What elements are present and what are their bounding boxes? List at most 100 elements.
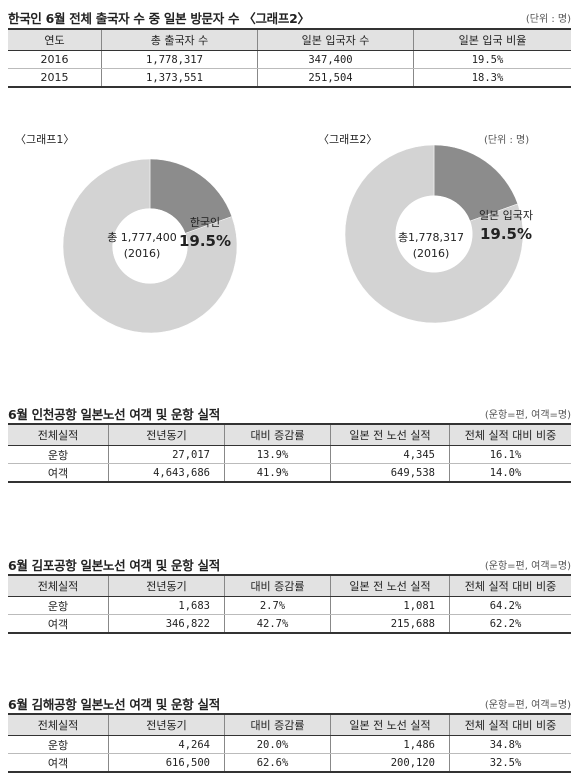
graph2-year: (2016): [412, 247, 450, 260]
graph2-slice-label: 일본 입국자 19.5%: [466, 206, 546, 244]
table-cell: 18.3%: [413, 68, 571, 88]
graph1-label: 〈그래프1〉: [15, 133, 75, 146]
section2-title: 6월 인천공항 일본노선 여객 및 운항 실적: [8, 407, 220, 422]
table-cell: 운항: [8, 445, 109, 464]
table-row: 여객 616,500 62.6% 200,120 32.5%: [8, 753, 571, 773]
table-cell: 16.1%: [449, 445, 571, 464]
table-cell: 215,688: [330, 614, 450, 634]
column-header: 일본 입국자 수: [257, 28, 414, 51]
table-row: 여객 346,822 42.7% 215,688 62.2%: [8, 614, 571, 634]
table-header-row: 연도 총 출국자 수 일본 입국자 수 일본 입국 비율: [8, 28, 571, 51]
table-cell: 616,500: [108, 753, 225, 773]
section4-title: 6월 김해공항 일본노선 여객 및 운항 실적: [8, 697, 220, 712]
graph2-total: 총1,778,317: [397, 231, 465, 244]
donut-hole: [112, 208, 188, 284]
table-cell: 운항: [8, 735, 109, 754]
section3-unit: (운항=편, 여객=명): [484, 561, 571, 572]
table-cell: 운항: [8, 596, 109, 615]
table-cell: 여객: [8, 753, 109, 773]
column-header: 전체 실적 대비 비중: [449, 423, 571, 446]
section3-title: 6월 김포공항 일본노선 여객 및 운항 실적: [8, 558, 220, 573]
column-header: 총 출국자 수: [101, 28, 258, 51]
column-header: 전체실적: [8, 423, 109, 446]
table-cell: 42.7%: [224, 614, 331, 634]
table-cell: 13.9%: [224, 445, 331, 464]
table-cell: 여객: [8, 614, 109, 634]
column-header: 전체실적: [8, 574, 109, 597]
table-header-row: 전체실적 전년동기 대비 증감률 일본 전 노선 실적 전체 실적 대비 비중: [8, 713, 571, 736]
column-header: 일본 전 노선 실적: [330, 423, 450, 446]
table-cell: 62.6%: [224, 753, 331, 773]
column-header: 일본 입국 비율: [413, 28, 571, 51]
table-cell: 27,017: [108, 445, 225, 464]
graph1-slice-pct: 19.5%: [178, 232, 232, 250]
column-header: 대비 증감률: [224, 713, 331, 736]
table-cell: 1,486: [330, 735, 450, 754]
section2-unit: (운항=편, 여객=명): [484, 410, 571, 421]
incheon-table: 전체실적 전년동기 대비 증감률 일본 전 노선 실적 전체 실적 대비 비중 …: [8, 423, 571, 483]
column-header: 대비 증감률: [224, 574, 331, 597]
column-header: 전체실적: [8, 713, 109, 736]
table-cell: 1,683: [108, 596, 225, 615]
column-header: 전체 실적 대비 비중: [449, 713, 571, 736]
table-cell: 64.2%: [449, 596, 571, 615]
section1-unit: (단위 : 명): [525, 14, 571, 25]
graph1-slice-name: 한국인: [189, 216, 221, 229]
table-cell: 4,643,686: [108, 463, 225, 483]
column-header: 대비 증감률: [224, 423, 331, 446]
column-header: 전년동기: [108, 713, 225, 736]
graph2-label: 〈그래프2〉: [318, 133, 378, 146]
table-cell: 1,778,317: [101, 50, 258, 69]
table-header-row: 전체실적 전년동기 대비 증감률 일본 전 노선 실적 전체 실적 대비 비중: [8, 423, 571, 446]
departures-table: 연도 총 출국자 수 일본 입국자 수 일본 입국 비율 2016 1,778,…: [8, 28, 571, 88]
column-header: 일본 전 노선 실적: [330, 713, 450, 736]
table-cell: 649,538: [330, 463, 450, 483]
table-cell: 251,504: [257, 68, 414, 88]
graph2-unit: (단위 : 명): [484, 135, 530, 146]
table-cell: 1,081: [330, 596, 450, 615]
table-cell: 여객: [8, 463, 109, 483]
table-cell: 20.0%: [224, 735, 331, 754]
graph1-year: (2016): [123, 247, 161, 260]
column-header: 전년동기: [108, 423, 225, 446]
graph2-slice-name: 일본 입국자: [478, 209, 534, 222]
table-cell: 62.2%: [449, 614, 571, 634]
table-row: 운항 1,683 2.7% 1,081 64.2%: [8, 596, 571, 615]
section1-title: 한국인 6월 전체 출국자 수 중 일본 방문자 수 〈그래프2〉: [8, 11, 310, 26]
graph1-slice-label: 한국인 19.5%: [176, 213, 234, 251]
column-header: 전체 실적 대비 비중: [449, 574, 571, 597]
table-row: 운항 27,017 13.9% 4,345 16.1%: [8, 445, 571, 464]
graph2-center-text: 총1,778,317 (2016): [391, 230, 471, 262]
table-cell: 19.5%: [413, 50, 571, 69]
graph2-slice-pct: 19.5%: [479, 225, 533, 243]
table-cell: 2.7%: [224, 596, 331, 615]
gimpo-table: 전체실적 전년동기 대비 증감률 일본 전 노선 실적 전체 실적 대비 비중 …: [8, 574, 571, 634]
table-cell: 32.5%: [449, 753, 571, 773]
table-cell: 14.0%: [449, 463, 571, 483]
table-cell: 346,822: [108, 614, 225, 634]
table-row: 운항 4,264 20.0% 1,486 34.8%: [8, 735, 571, 754]
gimhae-table: 전체실적 전년동기 대비 증감률 일본 전 노선 실적 전체 실적 대비 비중 …: [8, 713, 571, 773]
donut-hole: [395, 195, 473, 273]
donut-chart-1: [62, 158, 238, 334]
table-cell: 34.8%: [449, 735, 571, 754]
table-cell: 4,345: [330, 445, 450, 464]
column-header: 연도: [8, 28, 102, 51]
table-row: 2016 1,778,317 347,400 19.5%: [8, 50, 571, 69]
table-cell: 41.9%: [224, 463, 331, 483]
donut-chart-2: [344, 144, 524, 324]
table-cell: 347,400: [257, 50, 414, 69]
table-cell: 2015: [8, 68, 102, 88]
table-row: 2015 1,373,551 251,504 18.3%: [8, 68, 571, 88]
table-cell: 1,373,551: [101, 68, 258, 88]
graph1-center-text: 총 1,777,400 (2016): [102, 230, 182, 262]
table-header-row: 전체실적 전년동기 대비 증감률 일본 전 노선 실적 전체 실적 대비 비중: [8, 574, 571, 597]
graph1-total: 총 1,777,400: [107, 231, 177, 244]
column-header: 일본 전 노선 실적: [330, 574, 450, 597]
table-cell: 200,120: [330, 753, 450, 773]
column-header: 전년동기: [108, 574, 225, 597]
table-row: 여객 4,643,686 41.9% 649,538 14.0%: [8, 463, 571, 483]
table-cell: 4,264: [108, 735, 225, 754]
section4-unit: (운항=편, 여객=명): [484, 700, 571, 711]
table-cell: 2016: [8, 50, 102, 69]
